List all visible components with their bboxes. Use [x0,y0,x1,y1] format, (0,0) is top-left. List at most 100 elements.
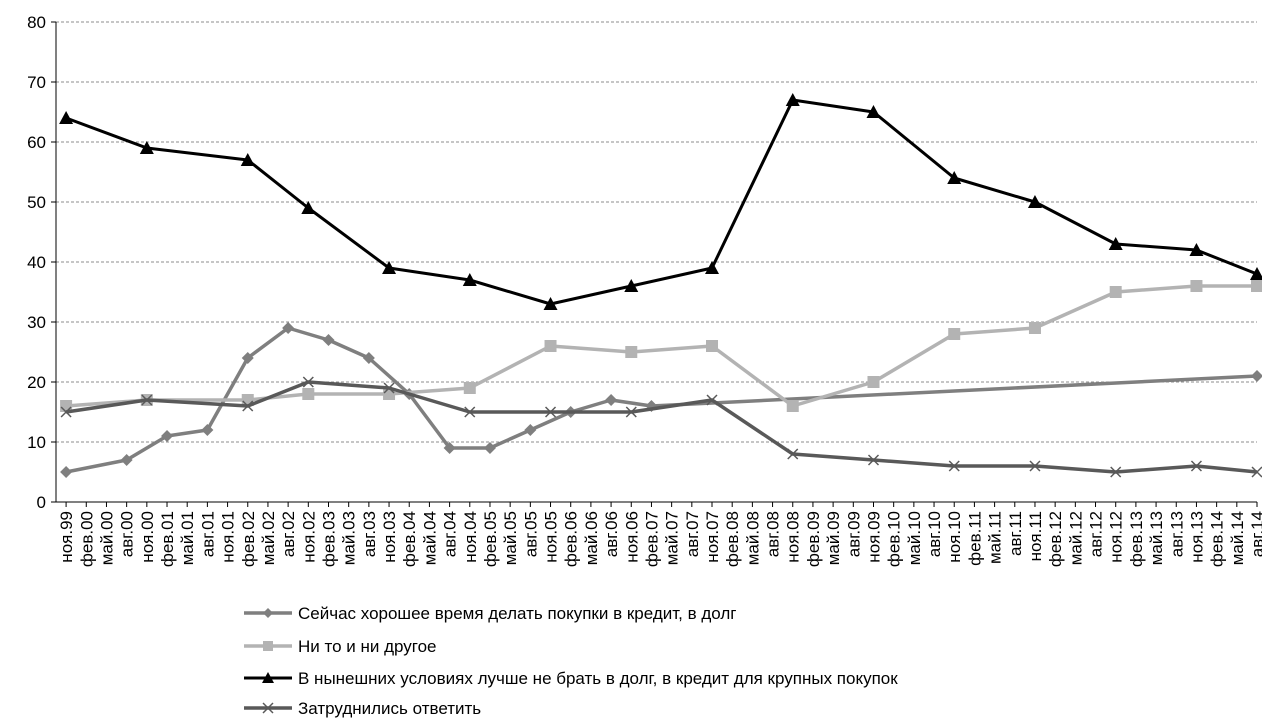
x-tick-label: авг.07 [683,511,702,557]
x-tick-label: авг.11 [1006,511,1025,556]
x-tick-label: фев.10 [885,511,904,567]
x-tick-label: фев.08 [723,511,742,567]
data-point-diamond [322,334,335,346]
data-point-x [242,400,254,412]
x-tick-label: фев.11 [965,511,984,566]
x-tick-label: ноя.07 [703,511,722,563]
legend-item: Затруднились ответить [244,699,481,718]
x-tick-label: ноя.01 [219,511,238,563]
x-tick-label: ноя.02 [299,511,318,563]
data-point-x [262,702,274,714]
series-group [59,93,1262,478]
data-point-square [302,388,315,400]
series-line [65,98,1258,306]
data-point-square [1251,280,1262,292]
data-point-square [867,376,880,388]
x-tick-label: май.10 [905,511,924,565]
x-tick-label: ноя.00 [138,511,157,563]
x-tick-label: ноя.04 [461,511,480,563]
data-point-triangle [462,273,477,286]
data-point-square [1028,322,1041,334]
x-tick-label: авг.05 [521,511,540,557]
data-point-diamond [1251,370,1262,382]
data-point-diamond [161,430,174,442]
x-tick-label: ноя.10 [945,511,964,563]
data-point-triangle [301,201,316,214]
data-point-diamond [524,424,537,436]
x-tick-label: авг.13 [1167,511,1186,557]
data-point-triangle [262,672,274,683]
y-tick-label: 40 [27,253,46,272]
x-tick-label: фев.04 [400,511,419,567]
x-tick-label: май.00 [97,511,116,565]
x-tick-label: ноя.99 [57,511,76,563]
x-tick-label: авг.03 [360,511,379,557]
x-tick-label: авг.00 [118,511,137,557]
data-point-diamond [443,442,456,454]
data-point-x [383,382,395,394]
legend-label: Затруднились ответить [298,699,481,718]
data-point-x [464,406,476,418]
x-tick-label: авг.02 [279,511,298,557]
y-tick-label: 20 [27,373,46,392]
x-tick-label: ноя.05 [542,511,561,563]
data-point-x [1110,466,1122,478]
x-tick-label: май.06 [582,511,601,565]
series-4 [60,376,1262,478]
data-point-x [625,406,637,418]
data-point-square [706,340,719,352]
x-tick-label: май.02 [259,511,278,565]
x-tick-label: май.14 [1228,511,1247,565]
x-tick-label: авг.10 [925,511,944,557]
data-point-x [544,406,557,418]
data-point-triangle [1027,195,1042,208]
series-line [65,380,1258,474]
x-tick-label: ноя.13 [1187,511,1206,563]
data-point-triangle [59,111,74,124]
x-tick-label: ноя.11 [1026,511,1045,561]
x-tick-label: май.03 [340,511,359,565]
x-tick-label: авг.09 [844,511,863,557]
data-point-square [263,641,273,651]
y-tick-label: 30 [27,313,46,332]
x-tick-label: май.01 [178,511,197,565]
data-point-x [867,454,880,466]
x-tick-label: ноя.12 [1107,511,1126,563]
series-line [65,326,1258,474]
series-3 [59,93,1262,310]
y-tick-label: 60 [27,133,46,152]
x-axis-ticks: ноя.99 фев.00 май.00 авг.00 ноя.00 фев.01 май.… [57,511,1262,567]
x-tick-label: авг.08 [764,511,783,557]
y-axis-ticks: 0 10 20 30 40 50 60 70 80 [27,13,46,512]
data-point-diamond [263,608,273,618]
x-tick-label: фев.05 [481,511,500,567]
y-tick-label: 0 [37,493,46,512]
data-point-triangle [624,279,639,292]
data-point-x [948,460,960,472]
data-point-square [786,400,799,412]
legend-item: В нынешних условиях лучше не брать в дол… [244,669,898,688]
legend-item: Сейчас хорошее время делать покупки в кр… [244,604,736,623]
y-tick-label: 50 [27,193,46,212]
series-line [65,284,1257,408]
x-tick-label: фев.01 [158,511,177,567]
x-tick-label: фев.03 [319,511,338,567]
data-point-triangle [543,297,558,310]
x-tick-label: ноя.08 [784,511,803,563]
x-tick-label: фев.13 [1127,511,1146,567]
data-point-diamond [201,424,214,436]
axes [51,21,1258,507]
series-1 [60,322,1262,478]
x-tick-label: ноя.06 [622,511,641,563]
data-point-x [1029,460,1041,472]
x-tick-label: фев.00 [77,511,96,567]
x-tick-label: май.04 [420,511,439,565]
data-point-triangle [240,153,255,166]
data-point-diamond [60,466,73,478]
x-tick-label: май.08 [743,511,762,565]
x-tick-label: фев.09 [804,511,823,567]
x-tick-label: фев.02 [239,511,258,567]
x-tick-label: фев.06 [562,511,581,567]
series-2 [60,280,1262,412]
data-point-x [1251,466,1262,478]
